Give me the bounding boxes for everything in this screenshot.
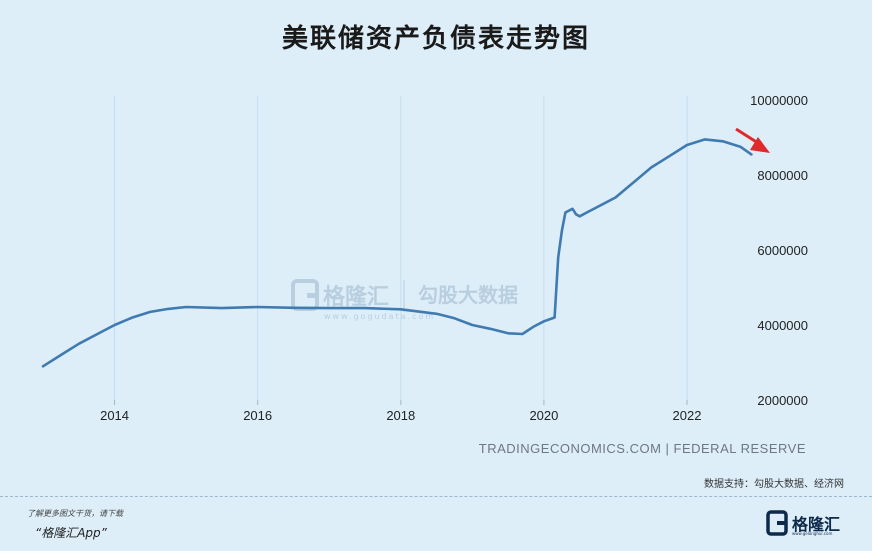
watermark-brand: 格隆汇 (323, 284, 389, 310)
y-tick-label: 2000000 (757, 393, 808, 408)
watermark: 格隆汇 勾股大数据 www.gogudata.com (291, 279, 518, 321)
watermark-g-logo-bar (307, 293, 319, 298)
trend-arrow-shaft (735, 127, 759, 145)
y-tick-label: 6000000 (757, 243, 808, 258)
footer-note: 了解更多图文干货，请下载 (27, 509, 123, 518)
x-tick-label: 2014 (100, 408, 129, 423)
logo-text: 格隆汇 (792, 515, 841, 534)
logo-g-icon (766, 510, 788, 536)
footer-divider (0, 496, 872, 497)
data-support-label: 数据支持：勾股大数据、经济网 (704, 479, 844, 490)
logo-url: www.gelonghui.com (792, 531, 833, 536)
y-tick-label: 4000000 (757, 318, 808, 333)
y-tick-label: 10000000 (750, 93, 808, 108)
x-tick-label: 2020 (529, 408, 558, 423)
watermark-product: 勾股大数据 (418, 283, 518, 307)
footer-app-name: “格隆汇App” (35, 526, 107, 540)
grid-lines (114, 96, 688, 400)
x-tick-label: 2022 (673, 408, 702, 423)
axis-ticks: 2014 2016 2018 2020 2022 2000000 4000000 600000… (100, 93, 808, 423)
trend-arrow (735, 127, 770, 153)
source-label: TRADINGECONOMICS.COM | FEDERAL RESERVE (478, 441, 806, 456)
x-tick-label: 2018 (386, 408, 415, 423)
x-tick-label: 2016 (243, 408, 272, 423)
trend-arrow-head (750, 137, 770, 153)
chart-title: 美联储资产负债表走势图 (281, 24, 590, 54)
y-tick-label: 8000000 (757, 168, 808, 183)
watermark-url: www.gogudata.com (324, 312, 435, 321)
series-line (41, 138, 753, 368)
brand-logo: 格隆汇 www.gelonghui.com (766, 508, 856, 538)
